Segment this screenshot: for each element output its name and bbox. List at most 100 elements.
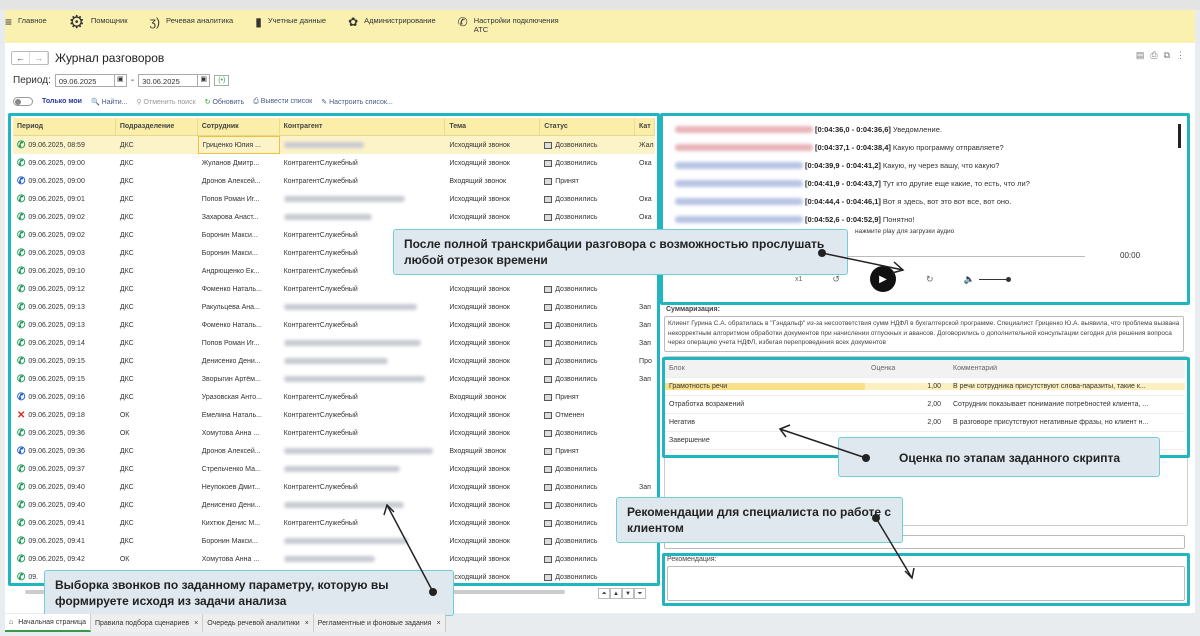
period-cell: ✕ 09.06.2025, 09:18 [13,406,116,424]
timestamp[interactable]: [0:04:52,6 - 0:04:52,9] [805,214,881,224]
column-header[interactable]: Кат [635,118,655,135]
table-row[interactable]: ✆ 09.06.2025, 09:36 ОК Хомутова Анна ... Кон… [13,424,655,442]
next-page-button[interactable]: ▼ [622,588,634,599]
period-select-button[interactable]: (•) [214,75,230,86]
menu-item[interactable]: ʒ) Речевая аналитика [150,16,234,28]
summary-text[interactable]: Клиент Гурина С.А. обратилась в "Гэндаль… [664,316,1184,352]
status-icon [544,177,553,185]
score-column-header[interactable]: Блок [669,365,685,372]
calendar-icon[interactable]: ▣ [113,75,126,86]
forward-button[interactable]: → [30,52,48,64]
table-row[interactable]: ✆ 09.06.2025, 09:16 ДКС Уразовская Анто... К… [13,388,655,406]
menu-item[interactable]: ▮ Учетные данные [255,16,326,28]
timestamp[interactable]: [0:04:37,1 - 0:04:38,4] [815,142,891,152]
column-header[interactable]: Подразделение [116,118,198,135]
score-row[interactable]: Грамотность речи 1,00 В речи сотрудника пр… [665,378,1185,396]
table-row[interactable]: ✆ 09.06.2025, 08:59 ДКС Гриценко Юлия ... Ис… [13,136,655,154]
table-row[interactable]: ✆ 09.06.2025, 09:15 ДКС Денисенко Дени... Ис… [13,352,655,370]
period-cell: ✆ 09.06.2025, 09:00 [13,154,116,172]
first-page-button[interactable]: ⏶ [598,588,610,599]
volume-icon: 🔈 [963,273,975,284]
period-value: 09.06.2025, 09:00 [28,177,85,185]
forward-icon[interactable]: ↻ [925,273,934,284]
table-row[interactable]: ✆ 09.06.2025, 09:13 ДКС Ракульцева Ана... Ис… [13,298,655,316]
table-row[interactable]: ✆ 09.06.2025, 09:02 ДКС Захарова Анаст... Ис… [13,208,655,226]
timestamp[interactable]: [0:04:44,4 - 0:04:46,1] [805,196,881,206]
cancel-search-button[interactable]: ⚲ Отменить поиск [136,98,196,106]
back-button[interactable]: ← [12,52,30,64]
table-row[interactable]: ✆ 09.06.2025, 09:13 ДКС Фоменко Наталь... Ко… [13,316,655,334]
table-row[interactable]: ✆ 09.06.2025, 09:02 ДКС Боронин Макси... Кон… [13,226,655,244]
speed-button[interactable]: x1 [795,275,803,283]
tab-3[interactable]: Регламентные и фоновые задания × [314,614,446,632]
configure-list-button[interactable]: ✎ Настроить список... [321,98,393,106]
date-to-field[interactable]: 30.06.2025 ▣ [138,74,211,87]
table-row[interactable]: ✆ 09.06.2025, 09:41 ДКС Кихтюк Денис М... Ко… [13,514,655,532]
volume-slider[interactable] [978,276,1011,282]
table-row[interactable]: ✆ 09.06.2025, 09:41 ДКС Боронин Макси... Исх… [13,532,655,550]
score-row[interactable]: Отработка возражений 2,00 Сотрудник показы… [665,396,1185,414]
tab-2[interactable]: Очередь речевой аналитики × [203,614,314,632]
menu-item[interactable]: ⚙ Помощник [69,13,128,31]
column-header[interactable]: Период [13,118,116,135]
find-button[interactable]: 🔍 Найти... [90,98,128,106]
timestamp[interactable]: [0:04:41,9 - 0:04:43,7] [805,178,881,188]
menu-item[interactable]: ✆ Настройки подключения АТС [458,16,559,34]
calendar-icon[interactable]: ▣ [197,75,209,86]
menu-item[interactable]: ✿ Администрирование [348,16,436,28]
table-row[interactable]: ✆ 09.06.2025, 09:42 ОК Хомутова Анна ... Исх… [13,550,655,568]
table-row[interactable]: ✆ 09.06.2025, 09:03 ДКС Боронин Макси... Кон… [13,244,655,262]
table-row[interactable]: ✆ 09.06.2025, 09:37 ДКС Стрельченко Ма... Ис… [13,460,655,478]
prev-page-button[interactable]: ▲ [610,588,622,599]
tab-0[interactable]: ⌂ Начальная страница [5,614,91,632]
column-header[interactable]: Сотрудник [198,118,280,135]
table-row[interactable]: ✆ 09.06.2025, 09:36 ДКС Дронов Алексей... Вх… [13,442,655,460]
table-row[interactable]: ✆ 09.06.2025, 09:14 ДКС Попов Роман Иг... Ис… [13,334,655,352]
transcript-scrollbar[interactable] [1178,124,1181,148]
close-tab-icon[interactable]: × [304,619,309,627]
status-icon [544,195,553,203]
volume-control[interactable]: 🔈 [963,273,1011,285]
status-value: Дозвонились [555,159,598,167]
play-button[interactable]: ▶ [869,266,896,292]
close-tab-icon[interactable]: × [436,619,441,627]
timestamp[interactable]: [0:04:39,9 - 0:04:41,2] [805,160,881,170]
refresh-button[interactable]: ↻ Обновить [204,98,245,106]
rewind-icon[interactable]: ↺ [832,273,840,284]
table-row[interactable]: ✆ 09.06.2025, 09:00 ДКС Жуланов Дмитр... Кон… [13,154,655,172]
only-mine-toggle[interactable] [13,97,33,106]
recommendation-field[interactable] [667,566,1185,601]
link-icon[interactable]: ⧉ [1163,50,1170,60]
menu-item[interactable]: ≡ Главное [5,16,47,28]
last-page-button[interactable]: ⏷ [634,588,646,599]
close-tab-icon[interactable]: × [194,619,199,627]
timestamp[interactable]: [0:04:36,0 - 0:04:36,6] [815,124,891,134]
print-icon[interactable]: ⎙ [1150,50,1158,60]
table-row[interactable]: ✆ 09.06.2025, 09:01 ДКС Попов Роман Иг... Ис… [13,190,655,208]
save-icon[interactable]: ▤ [1135,50,1145,60]
tab-1[interactable]: Правила подбора сценариев × [91,614,204,632]
column-header[interactable]: Контрагент [280,118,446,135]
table-row[interactable]: ✆ 09.06.2025, 09:12 ДКС Фоменко Наталь... Ко… [13,280,655,298]
contractor-cell: КонтрагентСлужебный [283,231,358,239]
audio-progress-track[interactable] [815,256,1085,257]
score-column-header[interactable]: Комментарий [953,365,998,372]
score-row[interactable]: Негатив 2,00 В разговоре присутствуют нега… [665,414,1185,432]
status-cell: Дозвонились [540,280,635,298]
table-row[interactable]: ✆ 09. Исходящий звонок Дозвонились [13,568,655,583]
export-button[interactable]: ⎙ Вывести список [253,97,313,105]
column-header[interactable]: Статус [540,118,636,135]
category-cell: Зап [639,375,651,383]
table-row[interactable]: ✆ 09.06.2025, 09:10 ДКС Андрющенко Ек... Кон… [13,262,655,280]
table-row[interactable]: ✆ 09.06.2025, 09:15 ДКС Зворыгин Артём... Ис… [13,370,655,388]
score-column-header[interactable]: Оценка [871,365,896,372]
column-header[interactable]: Тема [445,118,541,135]
table-row[interactable]: ✆ 09.06.2025, 09:40 ДКС Денисенко Дени... Ис… [13,496,655,514]
contractor-cell: КонтрагентСлужебный [283,267,358,275]
more-icon[interactable]: ⋮ [1176,50,1185,60]
date-from-field[interactable]: 09.06.2025 ▣ [54,74,127,87]
table-row[interactable]: ✆ 09.06.2025, 09:40 ДКС Неупокоев Дмит... Ко… [13,478,655,496]
table-row[interactable]: ✆ 09.06.2025, 09:00 ДКС Дронов Алексей... Ко… [13,172,655,190]
period-value: 09.06.2025, 09:02 [28,213,85,221]
table-row[interactable]: ✕ 09.06.2025, 09:18 ОК Емелина Наталь... Кон… [13,406,655,424]
